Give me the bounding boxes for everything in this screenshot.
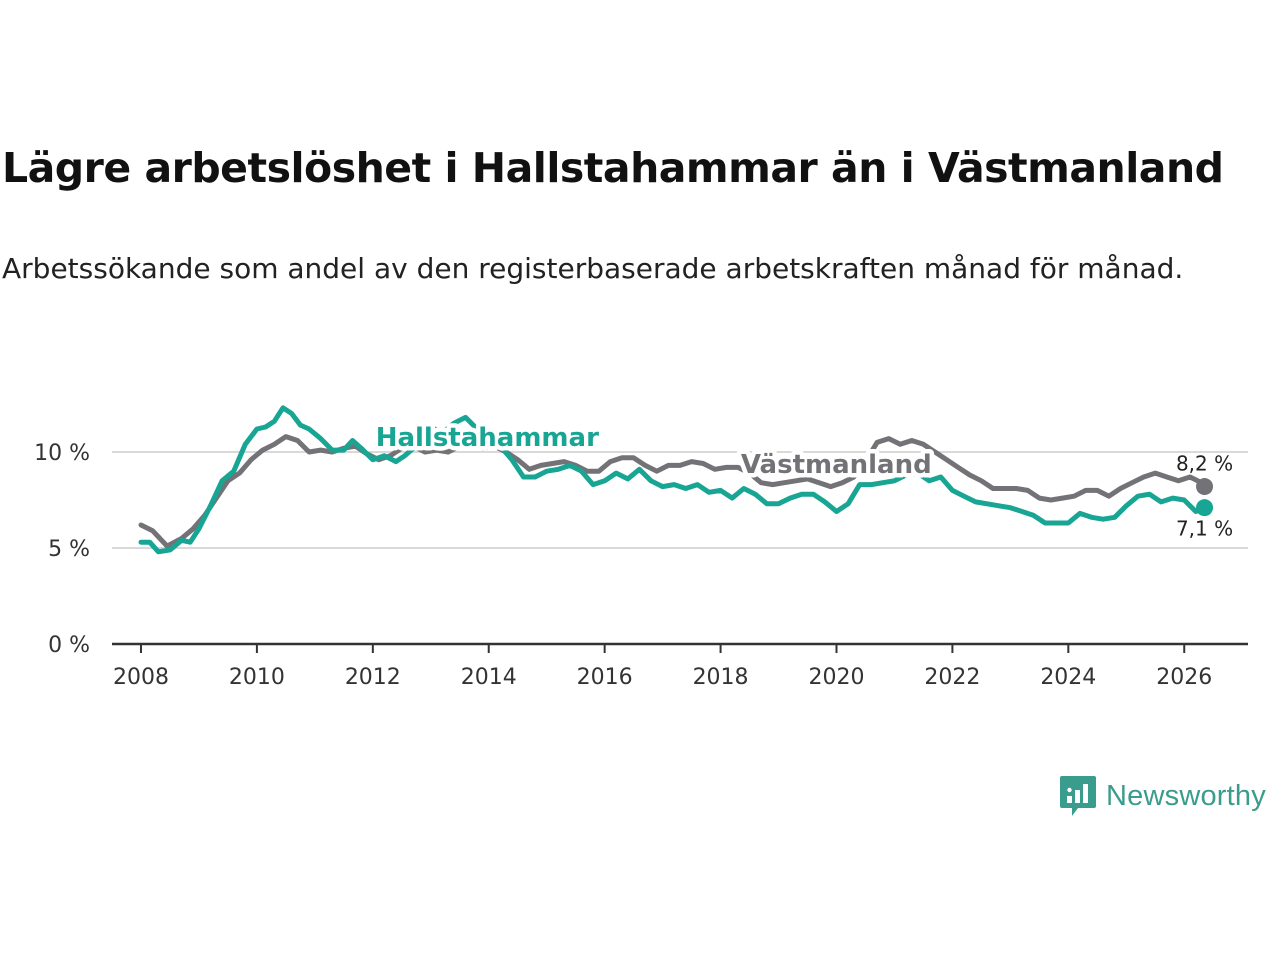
x-tick-label: 2024: [1040, 665, 1096, 690]
page-title: Lägre arbetslöshet i Hallstahammar än i …: [2, 144, 1224, 192]
series-line-vastmanland: [138, 434, 1207, 549]
y-tick-label: 0 %: [48, 633, 90, 658]
x-tick-label: 2012: [345, 665, 401, 690]
end-point-vastmanland: [1196, 478, 1214, 496]
x-tick-label: 2014: [461, 665, 517, 690]
y-axis-ticks: 0 % 5 % 10 %: [34, 441, 90, 658]
series-label-hallstahammar: Hallstahammar: [376, 423, 599, 453]
series-label-vastmanland: Västmanland: [741, 450, 932, 480]
x-tick-label: 2022: [924, 665, 980, 690]
newsworthy-logo-icon: [1060, 776, 1096, 816]
x-axis-ticks: 2008 2010 2012 2014 2016 2018 2020 2022 2024 2026: [112, 642, 1248, 690]
x-tick-label: 2026: [1156, 665, 1212, 690]
x-tick-label: 2018: [693, 665, 749, 690]
grid-lines: [112, 451, 1248, 549]
page-subtitle: Arbetssökande som andel av den registerb…: [2, 252, 1184, 285]
x-tick-label: 2010: [229, 665, 285, 690]
x-tick-label: 2020: [808, 665, 864, 690]
brand-logo: Newsworthy: [1058, 774, 1266, 818]
series-lines: [138, 405, 1214, 555]
end-value-label-hallstahammar: 7,1 %: [1176, 517, 1233, 541]
series-label-halo: Hallstahammar: [376, 423, 599, 453]
series-line-hallstahammar: [138, 405, 1207, 555]
brand-name: Newsworthy: [1106, 779, 1266, 812]
y-tick-label: 10 %: [34, 441, 90, 466]
end-value-label-vastmanland: 8,2 %: [1176, 452, 1233, 476]
series-labels: HallstahammarHallstahammarVästmanlandVäs…: [371, 419, 1233, 541]
series-label-halo: Västmanland: [741, 450, 932, 480]
x-tick-label: 2016: [577, 665, 633, 690]
end-point-hallstahammar: [1196, 499, 1214, 517]
x-tick-label: 2008: [113, 665, 169, 690]
y-tick-label: 5 %: [48, 537, 90, 562]
